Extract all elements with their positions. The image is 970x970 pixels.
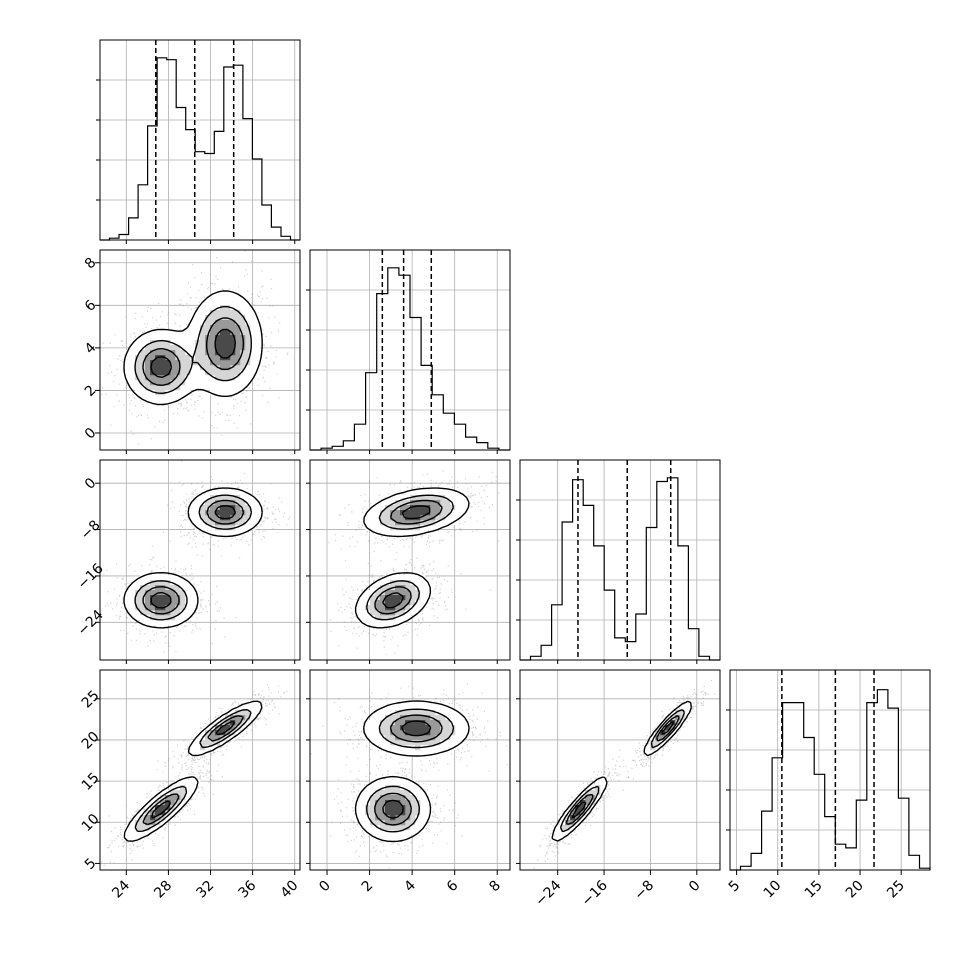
hist-step xyxy=(520,477,720,661)
x-tick-label: −16 xyxy=(579,877,611,909)
y-tick-label: 20 xyxy=(79,729,103,753)
hist-panel-2 xyxy=(306,249,511,451)
panel-frame xyxy=(309,459,511,661)
hist-panel-4 xyxy=(726,669,931,871)
panel-4-3 xyxy=(519,669,721,871)
panel-frame xyxy=(729,669,931,871)
y-tick-label: 2 xyxy=(82,382,100,400)
panel-2-1 xyxy=(99,249,301,451)
contour-line-1 xyxy=(123,487,263,629)
contour-line-3 xyxy=(374,714,443,826)
contour-line-3 xyxy=(142,317,245,386)
x-tick-label: −8 xyxy=(631,878,657,904)
y-tick-label: 4 xyxy=(82,340,100,358)
contour-line-4 xyxy=(382,720,432,819)
hist-panel-3 xyxy=(516,459,721,661)
panel-content xyxy=(100,670,300,870)
y-tick-label: 15 xyxy=(79,770,103,794)
density-level-3 xyxy=(375,715,441,826)
x-tick-label: 32 xyxy=(193,878,217,902)
y-tick-label: 0 xyxy=(82,425,100,443)
panel-4-1 xyxy=(99,669,301,871)
density-level-4 xyxy=(150,330,236,376)
x-tick-label: 10 xyxy=(761,878,785,902)
panel-4-2 xyxy=(309,669,511,871)
contour-line-1 xyxy=(354,487,470,629)
hist-panel-1 xyxy=(96,39,301,241)
y-tick-label: −24 xyxy=(75,607,107,639)
y-tick-label: 6 xyxy=(82,297,100,315)
contour-line-3 xyxy=(374,499,443,615)
density-level-4 xyxy=(150,505,236,611)
contour-line-3 xyxy=(142,499,245,615)
x-tick-label: 8 xyxy=(486,878,504,896)
density-level-3 xyxy=(145,715,246,826)
x-tick-label: 40 xyxy=(278,878,302,902)
contour-line-4 xyxy=(151,720,236,819)
panel-content xyxy=(310,460,510,660)
y-tick-label: 0 xyxy=(82,475,100,493)
contour-line-2 xyxy=(134,306,252,394)
x-tick-label: −24 xyxy=(532,877,564,909)
y-tick-label: 5 xyxy=(82,855,100,873)
hist-step xyxy=(730,689,931,871)
density-level-4 xyxy=(385,720,431,821)
x-tick-label: 36 xyxy=(236,877,260,901)
contour-line-3 xyxy=(565,715,680,826)
y-tick-label: 8 xyxy=(82,255,100,273)
hist-step xyxy=(100,57,300,241)
density-level-4 xyxy=(150,720,236,821)
scatter-points xyxy=(533,679,716,869)
panel-content xyxy=(520,670,720,870)
panel-frame xyxy=(99,249,301,451)
panel-frame xyxy=(519,459,721,661)
x-tick-label: 15 xyxy=(802,878,826,902)
x-tick-label: 24 xyxy=(109,877,133,901)
x-tick-label: 20 xyxy=(843,878,867,902)
panel-frame xyxy=(519,669,721,871)
panel-content xyxy=(100,250,300,450)
panel-content xyxy=(100,460,300,660)
x-tick-label: 0 xyxy=(686,878,704,896)
density-level-4 xyxy=(385,505,431,611)
density-level-3 xyxy=(375,500,441,616)
y-tick-label: −16 xyxy=(75,560,107,592)
contour-line-1 xyxy=(123,290,263,406)
panel-frame xyxy=(99,39,301,241)
contour-line-1 xyxy=(123,700,263,842)
contour-line-4 xyxy=(571,720,675,819)
contour-line-2 xyxy=(366,494,455,621)
panel-frame xyxy=(309,249,511,451)
x-tick-label: 0 xyxy=(316,878,334,896)
x-tick-label: 2 xyxy=(359,878,377,896)
panel-3-2 xyxy=(309,459,511,661)
x-tick-label: 25 xyxy=(884,878,908,902)
x-tick-label: 28 xyxy=(151,878,175,902)
y-tick-label: 10 xyxy=(79,811,103,835)
hist-step xyxy=(310,267,510,451)
contour-line-1 xyxy=(354,700,470,843)
panel-frame xyxy=(99,459,301,661)
contour-line-4 xyxy=(150,505,237,609)
y-tick-label: 25 xyxy=(79,688,103,712)
contour-line-2 xyxy=(134,494,253,621)
x-tick-label: 4 xyxy=(401,877,419,895)
contour-line-2 xyxy=(134,709,252,832)
density-level-3 xyxy=(565,715,681,826)
x-tick-label: 6 xyxy=(444,877,462,895)
contour-line-2 xyxy=(559,709,686,833)
contour-line-1 xyxy=(551,700,692,842)
panel-frame xyxy=(309,669,511,871)
scatter-points xyxy=(101,671,300,866)
panel-frame xyxy=(99,669,301,871)
x-tick-label: 5 xyxy=(726,878,744,896)
contour-line-2 xyxy=(366,708,455,833)
contour-line-4 xyxy=(382,505,431,609)
panel-content xyxy=(310,670,510,870)
scatter-points xyxy=(100,460,291,653)
contour-line-4 xyxy=(150,328,236,378)
contour-line-3 xyxy=(142,715,244,826)
panel-3-1 xyxy=(99,459,301,661)
